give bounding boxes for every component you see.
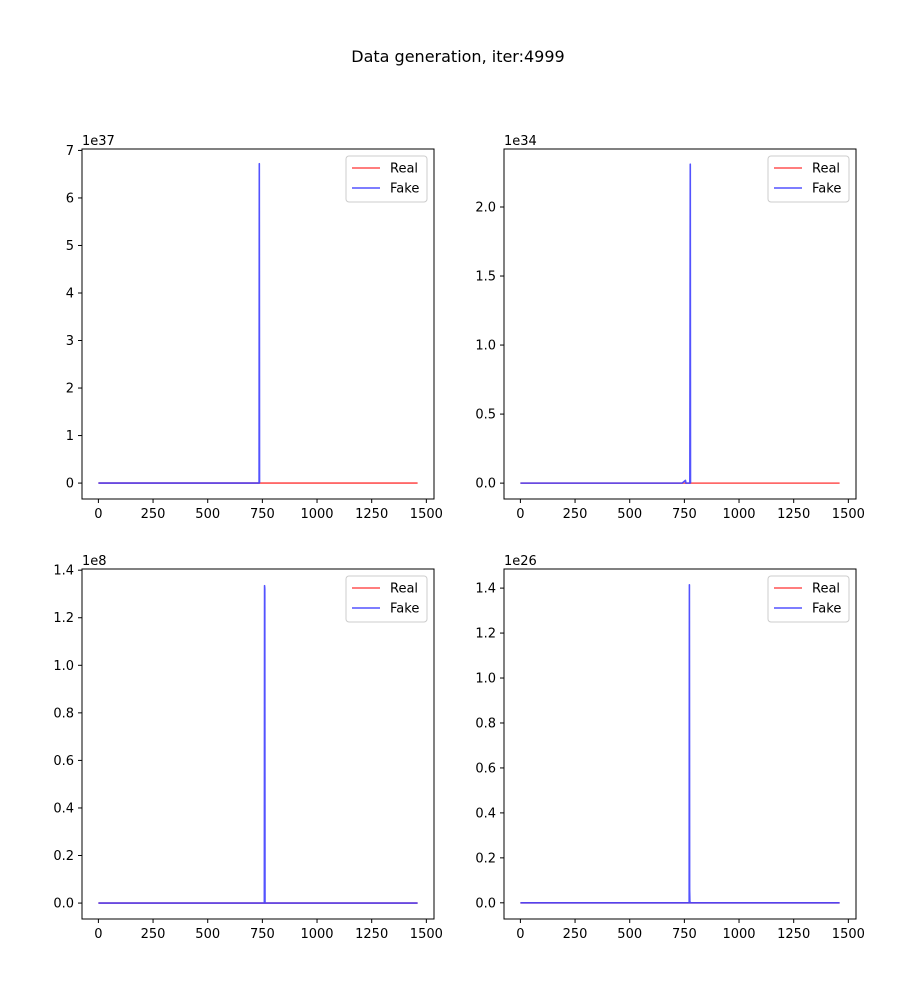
series-line-fake [520, 583, 840, 904]
y-tick-label: 0.4 [475, 806, 496, 821]
y-tick-label: 6 [66, 191, 74, 206]
y-tick-label: 1.4 [53, 564, 74, 579]
x-tick-label: 250 [563, 507, 588, 522]
x-tick-label: 0 [94, 927, 102, 942]
x-tick-label: 750 [250, 927, 275, 942]
y-tick-label: 4 [66, 286, 74, 301]
y-tick-label: 1.0 [475, 672, 496, 687]
x-tick-label: 0 [516, 927, 524, 942]
axis-offset-text: 1e37 [82, 134, 115, 149]
x-tick-label: 500 [195, 927, 220, 942]
x-tick-label: 500 [617, 507, 642, 522]
x-tick-label: 1500 [410, 507, 443, 522]
y-tick-label: 0.0 [53, 897, 74, 912]
x-tick-label: 500 [195, 507, 220, 522]
y-tick-label: 0.6 [53, 754, 74, 769]
y-tick-label: 0.8 [475, 716, 496, 731]
y-tick-label: 1.0 [53, 659, 74, 674]
x-tick-label: 1250 [355, 927, 388, 942]
x-tick-label: 1250 [777, 927, 810, 942]
y-tick-label: 1.4 [475, 582, 496, 597]
x-tick-label: 1500 [410, 927, 443, 942]
subplot-2: 0 250 500 750 1000 1250 1500 0.0 0.5 1.0 1.5 2.0 1e3… [475, 134, 865, 522]
x-tick-label: 750 [672, 927, 697, 942]
axis-offset-text: 1e26 [504, 554, 537, 569]
y-tick-label: 1.0 [475, 339, 496, 354]
y-tick-label: 0.2 [53, 849, 74, 864]
legend: Real Fake [345, 575, 428, 623]
y-tick-label: 0.2 [475, 851, 496, 866]
y-tick-label: 0.4 [53, 801, 74, 816]
y-tick-label: 1.2 [475, 627, 496, 642]
figure-title: Data generation, iter:4999 [351, 47, 565, 66]
subplot-4: 0 250 500 750 1000 1250 1500 0.0 0.2 0.4 0.6 0.8 1.0… [475, 554, 865, 942]
series-line-fake [520, 163, 692, 484]
y-tick-label: 0.6 [475, 761, 496, 776]
series-line-fake [98, 584, 418, 904]
y-tick-label: 5 [66, 239, 74, 254]
axes-frame [503, 148, 857, 500]
y-tick-label: 0.0 [475, 896, 496, 911]
axes-frame [81, 568, 435, 920]
x-tick-label: 250 [141, 927, 166, 942]
y-tick-label: 1 [66, 429, 74, 444]
x-tick-label: 1500 [832, 927, 865, 942]
x-tick-label: 250 [141, 507, 166, 522]
y-tick-label: 0 [66, 477, 74, 492]
x-tick-label: 500 [617, 927, 642, 942]
y-tick-label: 0.5 [475, 408, 496, 423]
y-tick-label: 3 [66, 334, 74, 349]
legend-label-real: Real [812, 582, 840, 597]
x-tick-label: 750 [672, 507, 697, 522]
axes-frame [503, 568, 857, 920]
y-tick-label: 2 [66, 382, 74, 397]
axis-offset-text: 1e34 [504, 134, 537, 149]
legend-label-real: Real [390, 162, 418, 177]
series-line-fake [98, 162, 261, 484]
x-tick-label: 1250 [355, 507, 388, 522]
legend-label-real: Real [812, 162, 840, 177]
y-tick-label: 1.2 [53, 611, 74, 626]
x-tick-label: 1000 [722, 507, 755, 522]
x-tick-label: 250 [563, 927, 588, 942]
x-tick-label: 750 [250, 507, 275, 522]
legend-label-real: Real [390, 582, 418, 597]
x-tick-label: 0 [516, 507, 524, 522]
legend-label-fake: Fake [812, 602, 841, 617]
y-tick-label: 0.8 [53, 706, 74, 721]
legend-label-fake: Fake [812, 182, 841, 197]
x-tick-label: 1500 [832, 507, 865, 522]
axes-frame [81, 148, 435, 500]
x-tick-label: 0 [94, 507, 102, 522]
legend: Real Fake [345, 155, 428, 203]
y-tick-label: 2.0 [475, 200, 496, 215]
y-tick-label: 0.0 [475, 477, 496, 492]
legend-label-fake: Fake [390, 182, 419, 197]
legend: Real Fake [767, 155, 850, 203]
x-tick-label: 1000 [722, 927, 755, 942]
legend: Real Fake [767, 575, 850, 623]
subplot-3: 0 250 500 750 1000 1250 1500 0.0 0.2 0.4 0.6 0.8 1.0… [53, 554, 443, 942]
x-tick-label: 1000 [300, 507, 333, 522]
y-tick-label: 7 [66, 144, 74, 159]
x-tick-label: 1250 [777, 507, 810, 522]
legend-label-fake: Fake [390, 602, 419, 617]
x-tick-label: 1000 [300, 927, 333, 942]
subplot-1: 0 250 500 750 1000 1250 1500 0 1 2 3 4 5 6 7 1e37 Real Fa… [66, 134, 443, 522]
axis-offset-text: 1e8 [82, 554, 107, 569]
y-tick-label: 1.5 [475, 270, 496, 285]
